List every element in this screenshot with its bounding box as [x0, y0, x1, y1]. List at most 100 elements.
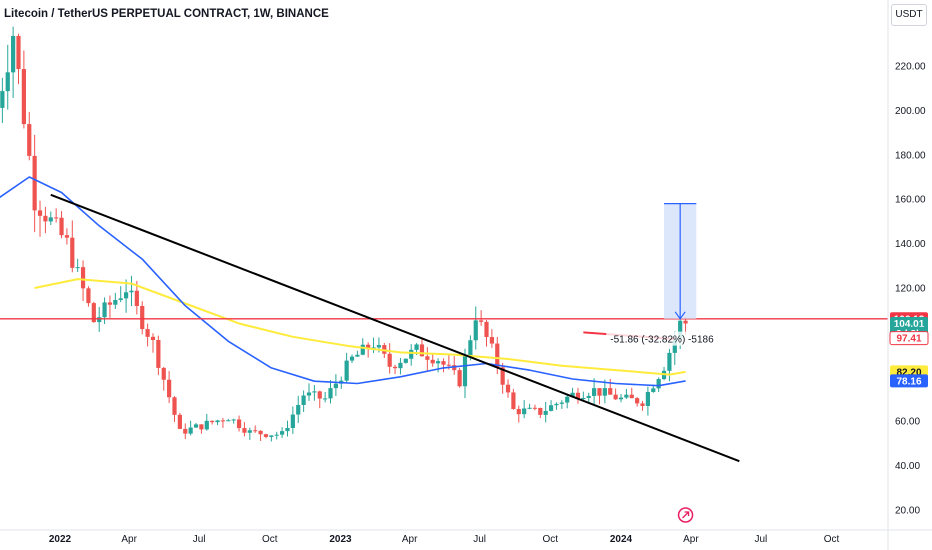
candle [527, 403, 532, 410]
price-tick-label: 180.00 [895, 150, 926, 161]
candle [59, 211, 64, 239]
candle-body [516, 408, 521, 415]
candle [484, 320, 489, 347]
candle-body [629, 394, 634, 399]
ma-fast-line [0, 176, 686, 387]
candle-body [59, 217, 64, 236]
candle-body [581, 397, 586, 400]
candle [532, 404, 538, 411]
candle [123, 279, 129, 313]
candle-body [543, 410, 548, 415]
ma-slow-line [34, 278, 686, 376]
candle [457, 367, 462, 388]
candle [624, 388, 629, 399]
candle-body [500, 367, 505, 385]
price-label: 97.41 [889, 331, 929, 346]
candle [538, 407, 543, 419]
candle [145, 323, 150, 347]
candle-body [575, 392, 581, 400]
candle-body [220, 420, 226, 422]
candle [392, 364, 398, 375]
currency-button[interactable]: USDT [891, 4, 927, 26]
candle-body [231, 419, 236, 421]
candle-body [70, 237, 75, 268]
candle [425, 347, 430, 371]
candle [150, 333, 156, 353]
candle-body [435, 361, 441, 364]
candle [360, 338, 365, 356]
candle-body [597, 388, 602, 396]
candle [613, 388, 618, 400]
candle-body [484, 321, 489, 338]
candle-body [118, 298, 123, 300]
candle [172, 396, 177, 422]
candle-body [565, 396, 570, 403]
candle [118, 286, 123, 303]
candle [220, 417, 226, 428]
candle [656, 377, 661, 393]
event-icon [677, 507, 694, 523]
candle-body [683, 320, 688, 324]
candle-body [554, 403, 559, 406]
candle [183, 423, 188, 440]
candle-body [226, 420, 231, 422]
candle [167, 371, 172, 404]
candle-body [667, 352, 672, 371]
candle-body [274, 434, 279, 436]
candle-body [64, 235, 70, 238]
time-tick-label: Apr [683, 534, 699, 545]
candle [210, 420, 215, 425]
candle-body [21, 69, 26, 125]
candle-body [409, 349, 414, 359]
candle [188, 420, 193, 436]
candle-body [479, 320, 484, 322]
candle-body [113, 299, 118, 305]
candle-body [414, 344, 419, 350]
price-tick-label: 120.00 [895, 284, 926, 295]
candle [16, 33, 21, 85]
candle-body [123, 292, 129, 299]
candle-body [145, 329, 150, 337]
price-tick-label: 60.00 [895, 417, 920, 428]
candle [355, 350, 360, 357]
candle [371, 337, 376, 354]
candle-body [172, 397, 177, 415]
drawings-layer: -51.86 (-32.82%) -5186 [0, 193, 888, 463]
candles-layer [0, 26, 688, 442]
candle [409, 344, 414, 366]
candle [565, 394, 570, 409]
candle [70, 220, 75, 273]
candle-body [656, 379, 661, 389]
candle-body [306, 392, 312, 396]
candle-body [150, 336, 156, 340]
candle-body [210, 420, 215, 423]
candle-body [199, 424, 204, 430]
candle [107, 295, 113, 318]
candle-body [441, 361, 446, 365]
candle [323, 392, 328, 403]
candle [366, 342, 371, 358]
candle [204, 413, 209, 431]
candle-body [75, 267, 80, 269]
candle-body [167, 379, 172, 398]
candle-body [258, 430, 263, 435]
price-label-text: 104.01 [894, 319, 925, 330]
candle [199, 424, 204, 434]
candle-body [592, 388, 597, 396]
time-tick-label: Apr [121, 534, 137, 545]
candle-body [333, 383, 338, 389]
price-tick-label: 200.00 [895, 106, 926, 117]
candle [500, 363, 505, 394]
candle [263, 433, 269, 439]
candle [253, 425, 258, 433]
candle [296, 395, 301, 423]
candle [161, 366, 166, 391]
candle [554, 402, 559, 410]
candle-body [403, 358, 408, 363]
candle-body [624, 394, 629, 398]
candle [64, 228, 70, 245]
candle-body [635, 398, 640, 404]
candle-body [452, 365, 457, 371]
candle-body [204, 420, 209, 430]
